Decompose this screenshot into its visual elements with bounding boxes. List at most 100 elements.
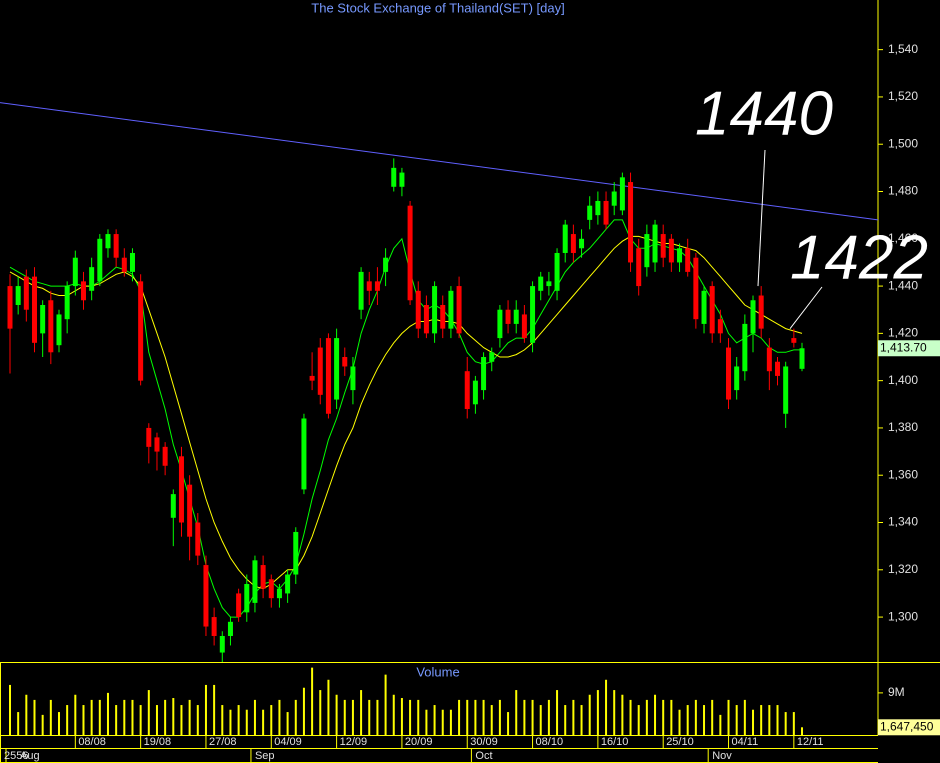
- volume-bar: [74, 694, 77, 735]
- x-tick-label: 04/11: [732, 736, 759, 748]
- y-tick-label: 1,400: [888, 373, 918, 387]
- volume-bar: [213, 684, 216, 735]
- candle-body: [342, 357, 348, 367]
- volume-tag: [878, 719, 940, 736]
- price-tag: [878, 340, 940, 357]
- x-tick-label: 04/09: [274, 736, 302, 748]
- candle-body: [709, 286, 715, 334]
- volume-bar: [82, 705, 85, 735]
- candle-body: [407, 205, 413, 301]
- candle-body: [481, 357, 487, 391]
- volume-bar: [776, 705, 779, 735]
- candle-body: [644, 234, 650, 268]
- volume-bar: [564, 705, 567, 735]
- price-tag-label: 1,413.70: [880, 340, 927, 354]
- volume-bar: [188, 699, 191, 735]
- volume-bar: [694, 699, 697, 735]
- volume-bar: [515, 690, 518, 735]
- candle-body: [138, 281, 144, 381]
- volume-bar: [278, 699, 281, 735]
- candle-body: [72, 257, 78, 287]
- candle-body: [693, 257, 699, 320]
- month-label: Sep: [255, 750, 275, 762]
- y-tick-label: 1,540: [888, 42, 918, 56]
- volume-bar: [253, 699, 256, 735]
- candle-body: [587, 205, 593, 220]
- volume-bar: [466, 699, 469, 735]
- candle-body: [570, 234, 576, 253]
- volume-bar: [270, 705, 273, 735]
- candle-body: [595, 200, 601, 216]
- volume-bar: [131, 699, 134, 735]
- volume-bar: [760, 705, 763, 735]
- candle-body: [105, 234, 111, 249]
- candle-body: [113, 234, 119, 258]
- volume-bar: [49, 699, 52, 735]
- volume-bar: [441, 709, 444, 735]
- volume-bar: [237, 705, 240, 735]
- candle-body: [636, 248, 642, 287]
- candle-body: [187, 484, 193, 537]
- candle-body: [611, 191, 617, 206]
- x-tick-label: 27/08: [209, 736, 237, 748]
- candle-body: [293, 531, 299, 575]
- candle-body: [505, 309, 511, 324]
- volume-bar: [743, 699, 746, 735]
- candle-body: [366, 281, 372, 291]
- candle-body: [7, 286, 13, 329]
- candle-body: [325, 338, 331, 414]
- volume-bar: [523, 699, 526, 735]
- candle-body: [726, 347, 732, 400]
- candle-body: [236, 593, 242, 618]
- x-tick-label: 08/08: [78, 736, 106, 748]
- annotation: 1440: [695, 79, 833, 148]
- candle-body: [766, 347, 772, 372]
- chart-title: The Stock Exchange of Thailand(SET) [day…: [311, 0, 564, 15]
- candle-body: [121, 257, 127, 272]
- month-label: Oct: [475, 750, 492, 762]
- x-tick-label: 19/08: [144, 736, 172, 748]
- volume-bar: [547, 699, 550, 735]
- candle-body: [758, 295, 764, 329]
- candle-body: [219, 635, 225, 653]
- candle-body: [734, 366, 740, 391]
- volume-bar: [302, 687, 305, 735]
- moving-average: [9, 235, 803, 590]
- candle-body: [685, 248, 691, 272]
- volume-bar: [17, 712, 20, 735]
- volume-bar: [221, 705, 224, 735]
- volume-bar: [670, 699, 673, 735]
- volume-bar: [768, 705, 771, 735]
- candle-body: [350, 366, 356, 391]
- volume-bar: [66, 705, 69, 735]
- volume-bar: [482, 699, 485, 735]
- x-tick-label: 30/09: [470, 736, 498, 748]
- volume-bar: [115, 705, 118, 735]
- volume-bar: [645, 699, 648, 735]
- y-tick-label: 1,340: [888, 515, 918, 529]
- volume-bar: [458, 699, 461, 735]
- month-label: Nov: [712, 750, 732, 762]
- candle-body: [317, 347, 323, 395]
- volume-bar: [621, 694, 624, 735]
- trendline: [0, 102, 879, 221]
- x-tick-label: 20/09: [405, 736, 433, 748]
- x-tick-label: 16/10: [601, 736, 629, 748]
- volume-bar: [588, 694, 591, 735]
- candle-body: [252, 560, 258, 603]
- candle-body: [472, 380, 478, 405]
- volume-bar: [596, 690, 599, 735]
- volume-bar: [90, 699, 93, 735]
- volume-bar: [400, 698, 403, 735]
- volume-bar: [784, 712, 787, 735]
- candle-body: [129, 252, 135, 272]
- volume-bar: [711, 699, 714, 735]
- candle-body: [383, 257, 389, 272]
- volume-bar: [368, 699, 371, 735]
- volume-bar: [613, 690, 616, 735]
- candle-body: [775, 361, 781, 376]
- candle-body: [40, 304, 46, 334]
- candle-body: [23, 276, 29, 310]
- volume-bar: [294, 699, 297, 735]
